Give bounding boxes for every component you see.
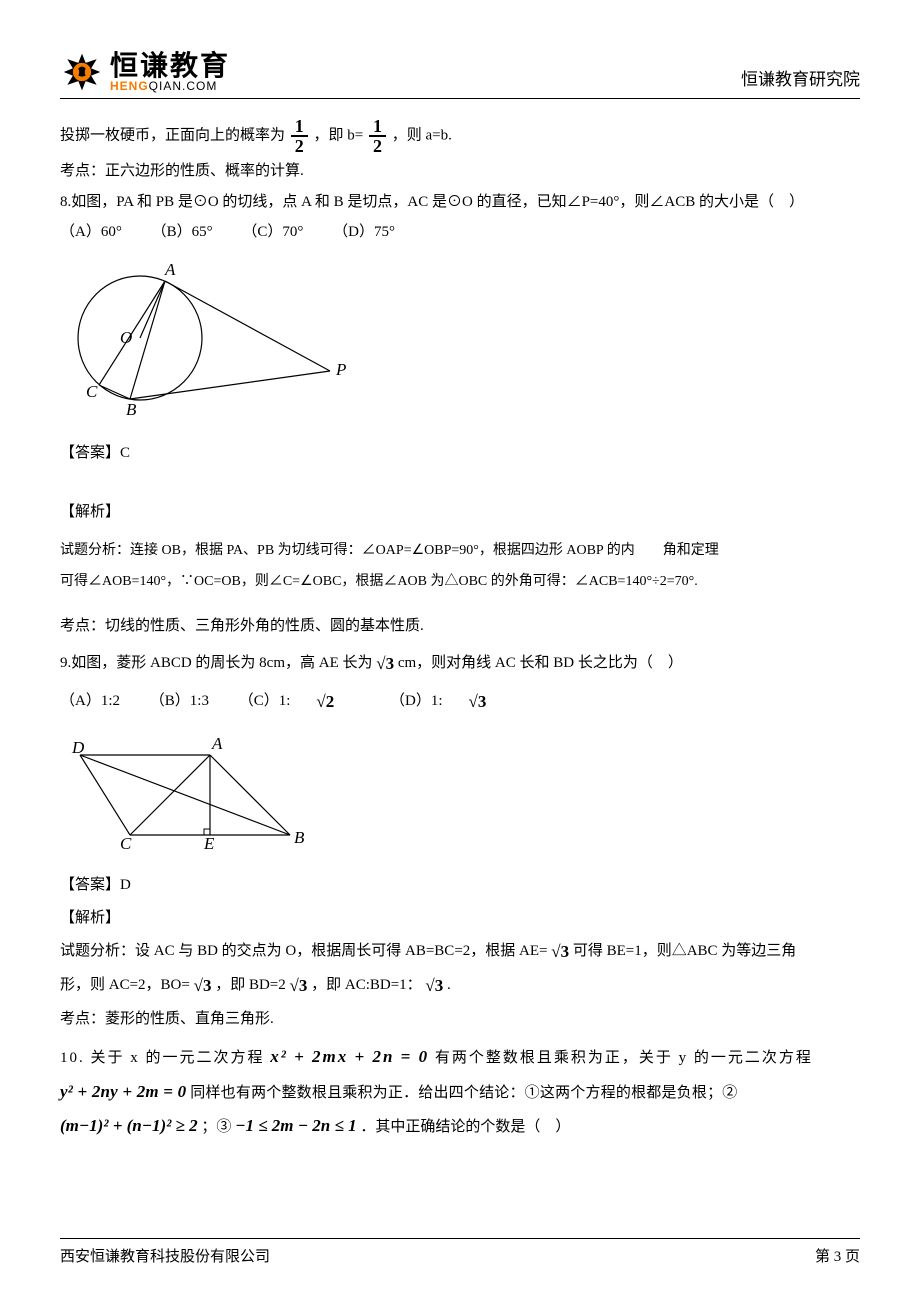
q8-analysis-label: 【解析】: [60, 498, 860, 527]
q9-figure: D A B C E: [60, 725, 860, 866]
fraction-half: 12: [291, 117, 308, 155]
svg-text:D: D: [71, 738, 85, 757]
logo-icon: [60, 50, 104, 94]
q8-analysis-body: 试题分析：连接 OB，根据 PA、PB 为切线可得：∠OAP=∠OBP=90°，…: [60, 536, 860, 598]
fraction-half: 12: [369, 117, 386, 155]
q9-analysis-label: 【解析】: [60, 904, 860, 933]
q10-eq2: y² + 2ny + 2m = 0: [60, 1082, 186, 1101]
logo: 恒谦教育 HENGQIAN.COM: [60, 50, 230, 94]
q9-analysis-line1: 试题分析：设 AC 与 BD 的交点为 O，根据周长可得 AB=BC=2，根据 …: [60, 936, 860, 968]
svg-text:E: E: [203, 834, 215, 853]
q9-opt-c: （C）1:√2: [239, 693, 361, 709]
footer-page-number: 第 3 页: [815, 1245, 860, 1266]
q8-options: （A）60° （B）65° （C）70° （D）75°: [60, 218, 860, 247]
q10-line2: y² + 2ny + 2m = 0 同样也有两个整数根且乘积为正．给出四个结论：…: [60, 1076, 860, 1108]
svg-text:B: B: [126, 400, 137, 419]
q9-stem: 9.如图，菱形 ABCD 的周长为 8cm，高 AE 长为 √3 cm，则对角线…: [60, 648, 860, 680]
intro-kaodian: 考点：正六边形的性质、概率的计算.: [60, 157, 860, 186]
page-footer: 西安恒谦教育科技股份有限公司 第 3 页: [60, 1238, 860, 1266]
q10-line1: 10. 关于 x 的一元二次方程 x² + 2mx + 2n = 0 有两个整数…: [60, 1041, 860, 1073]
q8-opt-c: （C）70°: [242, 224, 303, 240]
q8-figure: A O P B C: [60, 253, 860, 434]
svg-text:C: C: [120, 834, 132, 853]
intro-line: 投掷一枚硬币，正面向上的概率为 12 ，即 b= 12 ，则 a=b.: [60, 117, 860, 155]
q9-opt-b: （B）1:3: [150, 693, 209, 709]
page-content: 投掷一枚硬币，正面向上的概率为 12 ，即 b= 12 ，则 a=b. 考点：正…: [60, 117, 860, 1142]
logo-text-en: HENGQIAN.COM: [110, 80, 230, 92]
q8-kaodian: 考点：切线的性质、三角形外角的性质、圆的基本性质.: [60, 612, 860, 641]
sqrt3-icon: √3: [376, 648, 394, 680]
q9-analysis-line2: 形，则 AC=2，BO= √3 ，即 BD=2 √3 ，即 AC:BD=1： √…: [60, 970, 860, 1002]
q9-options: （A）1:2 （B）1:3 （C）1:√2 （D）1:√3: [60, 686, 860, 718]
header-institute: 恒谦教育研究院: [741, 65, 860, 94]
q8-opt-d: （D）75°: [333, 224, 395, 240]
logo-text-cn: 恒谦教育: [110, 52, 230, 80]
q9-opt-d: （D）1:√3: [390, 693, 512, 709]
q10-eq4: −1 ≤ 2m − 2n ≤ 1: [235, 1116, 356, 1135]
svg-text:C: C: [86, 382, 98, 401]
q9-kaodian: 考点：菱形的性质、直角三角形.: [60, 1005, 860, 1034]
q10-line3: (m−1)² + (n−1)² ≥ 2 ；③ −1 ≤ 2m − 2n ≤ 1 …: [60, 1110, 860, 1142]
svg-text:P: P: [335, 360, 346, 379]
q10-eq1: x² + 2mx + 2n = 0: [270, 1047, 429, 1066]
svg-text:O: O: [120, 328, 132, 347]
footer-company: 西安恒谦教育科技股份有限公司: [60, 1245, 270, 1266]
q9-opt-a: （A）1:2: [60, 693, 120, 709]
q8-stem: 8.如图，PA 和 PB 是⊙O 的切线，点 A 和 B 是切点，AC 是⊙O …: [60, 188, 860, 217]
q9-answer: 【答案】D: [60, 871, 860, 900]
q10-eq3: (m−1)² + (n−1)² ≥ 2: [60, 1116, 198, 1135]
svg-text:B: B: [294, 828, 305, 847]
q8-answer: 【答案】C: [60, 439, 860, 468]
q8-opt-b: （B）65°: [152, 224, 213, 240]
svg-text:A: A: [164, 260, 176, 279]
svg-text:A: A: [211, 734, 223, 753]
page-header: 恒谦教育 HENGQIAN.COM 恒谦教育研究院: [60, 50, 860, 99]
q8-opt-a: （A）60°: [60, 224, 122, 240]
